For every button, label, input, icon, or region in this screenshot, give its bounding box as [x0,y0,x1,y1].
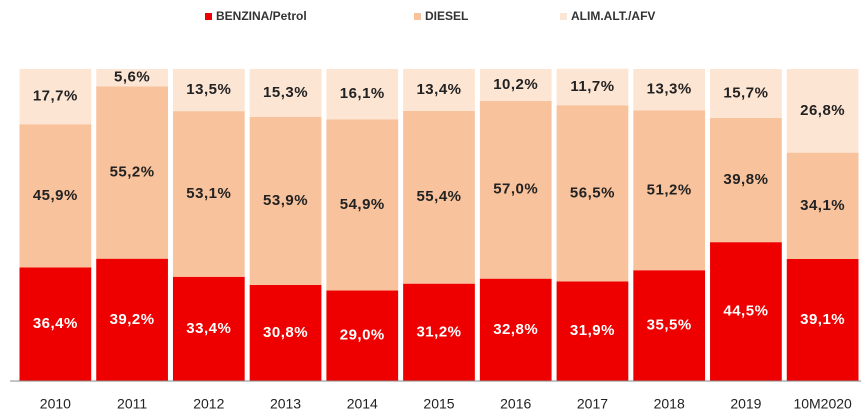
value-label: 5,6% [114,69,150,86]
x-tick-label: 2010 [40,396,71,412]
bar-segment [326,69,399,120]
value-label: 16,1% [340,85,385,102]
bar-segment [403,283,475,381]
value-label: 32,8% [493,321,538,338]
bar-segment [326,119,399,291]
bar-segment [249,69,322,117]
bar-segment [249,116,322,285]
x-tick-label: 2012 [193,396,224,412]
bar-segment [19,124,92,268]
bar-segment [633,270,706,381]
bar-segment [96,86,168,259]
x-tick-label: 2019 [730,396,761,412]
value-label: 54,9% [340,196,385,213]
bar-segment [403,110,475,284]
bar-segment [172,111,245,277]
x-tick-label: 2017 [577,396,608,412]
legend-label: ALIM.ALT./AFV [571,9,655,23]
bar-segment [556,105,629,282]
x-tick-label: 10M2020 [793,396,852,412]
value-label: 57,0% [493,181,538,198]
value-label: 17,7% [33,88,78,105]
value-label: 13,4% [416,81,461,98]
value-label: 39,8% [723,171,768,188]
bar-segment [249,284,322,381]
bar-segment [556,281,629,381]
x-tick-label: 2018 [654,396,685,412]
value-label: 53,9% [263,192,308,209]
value-label: 44,5% [723,303,768,320]
legend-swatch [414,13,421,20]
value-label: 55,4% [416,188,461,205]
bar-segment [96,69,168,87]
value-label: 15,3% [263,84,308,101]
bar-segment [403,69,475,111]
value-label: 31,9% [570,322,615,339]
bar-segment [710,242,782,381]
bar-segment [710,117,782,243]
value-label: 56,5% [570,184,615,201]
x-tick-label: 2015 [423,396,454,412]
bar-segment [326,290,399,381]
value-label: 39,1% [800,311,845,328]
value-label: 30,8% [263,324,308,341]
value-label: 35,5% [647,317,692,334]
bar-segment [786,259,859,381]
x-tick-label: 2016 [500,396,531,412]
x-tick-label: 2011 [117,396,147,412]
bar-segment [172,276,245,381]
value-label: 34,1% [800,197,845,214]
bar-segment [710,69,782,118]
bar-segment [479,100,552,279]
value-label: 13,5% [186,81,231,98]
bar-segment [479,278,552,381]
legend-label: DIESEL [425,9,468,23]
bar-segment [172,69,245,112]
value-label: 51,2% [647,181,692,198]
bar-segment [556,68,629,106]
value-label: 33,4% [186,320,231,337]
bar-segment [479,69,552,101]
legend-swatch [560,13,567,20]
legend-label: BENZINA/Petrol [216,9,307,23]
bar-segment [633,69,706,111]
value-label: 39,2% [110,311,155,328]
bar-segment [786,69,859,153]
value-label: 10,2% [493,76,538,93]
value-label: 13,3% [647,81,692,98]
legend-swatch [205,13,212,20]
value-label: 31,2% [416,323,461,340]
value-label: 36,4% [33,315,78,332]
value-label: 11,7% [570,78,614,95]
bar-segment [19,69,92,125]
value-label: 45,9% [33,187,78,204]
value-label: 53,1% [186,185,231,202]
x-tick-label: 2013 [270,396,301,412]
bar-segment [633,110,706,271]
bar-segment [96,258,168,381]
bar-segment [786,152,859,260]
x-tick-label: 2014 [347,396,378,412]
value-label: 15,7% [723,84,768,101]
value-label: 29,0% [340,327,385,344]
value-label: 55,2% [110,164,155,181]
value-label: 26,8% [800,102,845,119]
bar-segment [19,267,92,381]
